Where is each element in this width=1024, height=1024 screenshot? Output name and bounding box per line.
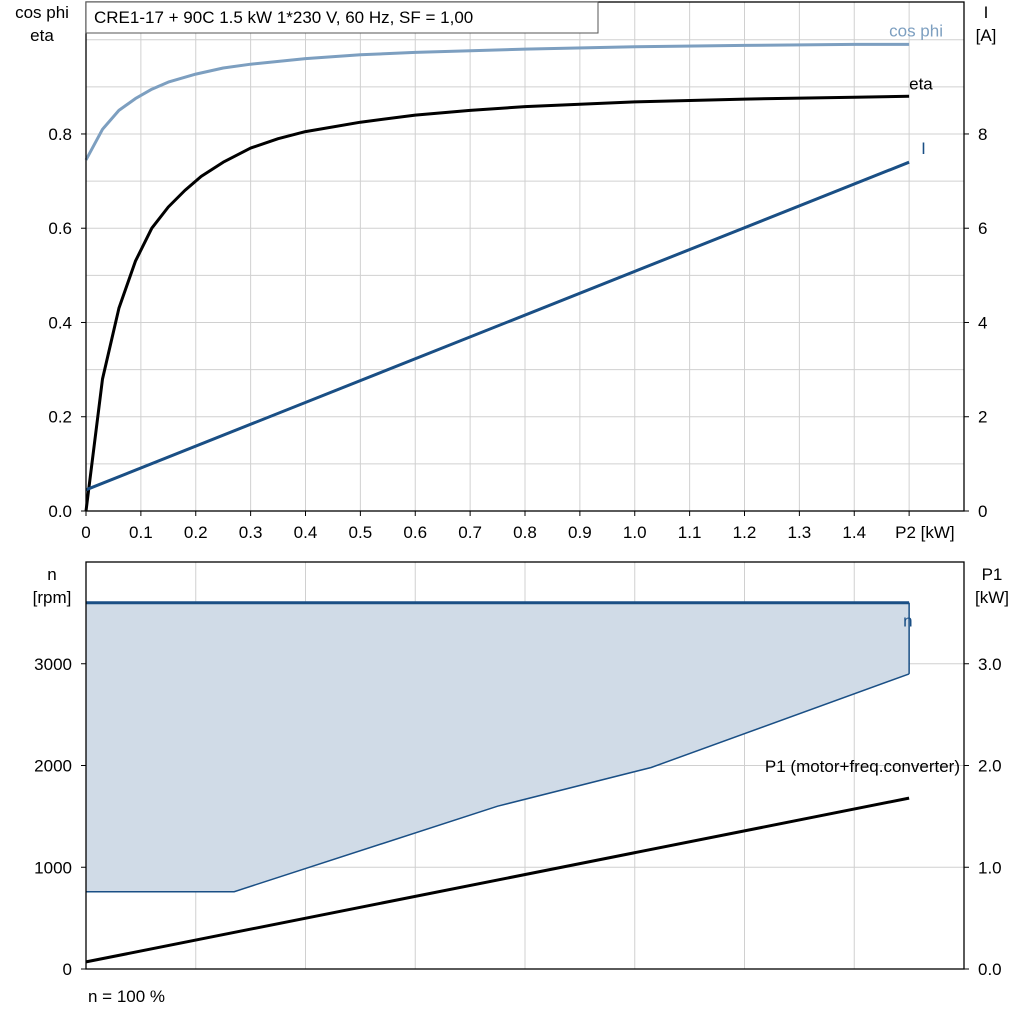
bottom-chart: n P1 (motor+freq.converter) 0 1000 2000 3000… [33,561,1009,1006]
left-axis-label-n: n [47,565,56,584]
top-chart: cos phi eta I 0 0.1 0.2 0.3 0.4 0.5 0.6 0.7 0.8 0.9… [15,1,997,542]
y2-tick-label: 1.0 [978,858,1002,877]
left-axis-label-cosphi: cos phi [15,3,69,22]
bottom-tick-labels: 0 1000 2000 3000 0.0 1.0 2.0 3.0 [34,655,1001,979]
left-axis-label-eta: eta [30,26,54,45]
y-tick-label: 0 [63,960,72,979]
series-line-i [85,160,910,492]
y2-tick-label: 0.0 [978,960,1002,979]
series-label-i: I [921,139,926,158]
x-tick-label: 1.4 [842,523,866,542]
top-series: cos phi eta I [84,21,943,512]
series-line-p1 [85,796,910,964]
x-tick-label: 0.1 [129,523,153,542]
x-tick-label: 1.3 [788,523,812,542]
left-axis-label-rpm: [rpm] [33,588,72,607]
x-tick-label: 0.3 [239,523,263,542]
speed-footnote: n = 100 % [88,987,165,1006]
y-tick-label: 0.6 [48,219,72,238]
x-tick-label: 0.8 [513,523,537,542]
y2-tick-label: 0 [978,502,987,521]
y2-tick-label: 2.0 [978,757,1002,776]
x-tick-label: 0.5 [349,523,373,542]
series-line-n-min [86,673,910,893]
x-tick-label: 0.6 [403,523,427,542]
y2-tick-label: 6 [978,219,987,238]
y2-tick-label: 2 [978,408,987,427]
x-tick-label: 1.0 [623,523,647,542]
series-label-p1: P1 (motor+freq.converter) [765,757,960,776]
chart-title: CRE1-17 + 90C 1.5 kW 1*230 V, 60 Hz, SF … [94,8,473,27]
y-tick-label: 2000 [34,757,72,776]
x-tick-label: 0 [81,523,90,542]
series-line-cos-phi [84,42,910,161]
y2-tick-label: 3.0 [978,655,1002,674]
bottom-series: n P1 (motor+freq.converter) [85,601,960,964]
y-tick-label: 3000 [34,655,72,674]
right-axis-label-kw: [kW] [975,588,1009,607]
series-label-cos-phi: cos phi [889,21,943,40]
speed-range-area [86,602,910,892]
right-axis-label-i: I [984,3,989,22]
x-tick-label: 0.9 [568,523,592,542]
x-tick-label: 0.4 [294,523,318,542]
series-line-eta [84,94,910,512]
y-tick-label: 0.8 [48,125,72,144]
y-tick-label: 0.2 [48,408,72,427]
x-tick-label: P2 [kW] [895,523,955,542]
y-tick-label: 1000 [34,858,72,877]
x-tick-label: 0.7 [458,523,482,542]
series-label-n: n [903,612,912,631]
series-label-eta: eta [909,74,933,93]
y2-tick-label: 8 [978,125,987,144]
right-axis-label-a: [A] [976,26,997,45]
y-tick-label: 0.4 [48,313,72,332]
x-tick-label: 1.2 [733,523,757,542]
top-grid [86,2,964,511]
title-box [85,1,599,34]
y2-tick-label: 4 [978,313,987,332]
x-tick-label: 1.1 [678,523,702,542]
right-axis-label-p1: P1 [982,565,1003,584]
x-tick-label: 0.2 [184,523,208,542]
top-tick-labels: 0 0.1 0.2 0.3 0.4 0.5 0.6 0.7 0.8 0.9 1.0 1.1 1.2 1.3… [48,125,987,542]
y-tick-label: 0.0 [48,502,72,521]
